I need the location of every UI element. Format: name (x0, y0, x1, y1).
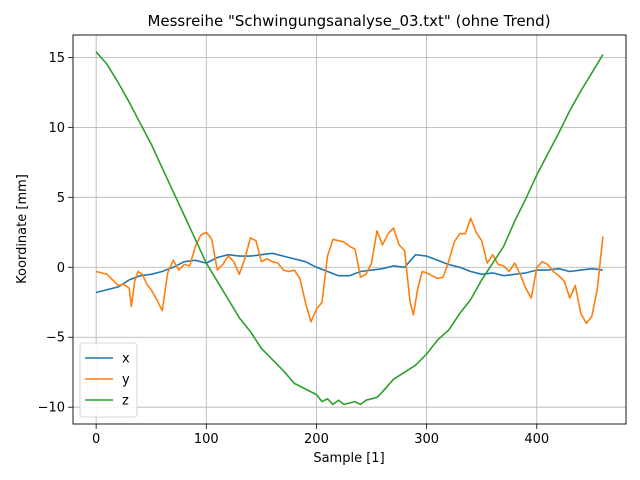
x-tick-label: 300 (414, 432, 439, 447)
plot-frame (72, 34, 627, 425)
x-tick-label: 0 (92, 432, 100, 447)
y-tick-label: 5 (57, 191, 65, 206)
legend-label-y: y (122, 373, 130, 388)
axis-ticks: 0 100 200 300 400 −10 −5 0 5 10 15 (38, 51, 550, 447)
grid (73, 35, 626, 424)
legend-box (79, 342, 138, 418)
y-tick-label: 15 (48, 51, 65, 66)
x-tick-label: 100 (194, 432, 219, 447)
y-tick-label: 0 (57, 261, 65, 276)
x-tick-label: 400 (524, 432, 549, 447)
legend-label-x: x (122, 352, 130, 367)
y-tick-label: 10 (48, 121, 65, 136)
y-axis-label: Koordinate [mm] (15, 174, 30, 284)
legend: xyz (79, 342, 138, 418)
series-line-y (95, 217, 604, 325)
y-tick-label: −10 (38, 401, 65, 416)
series-lines (95, 51, 604, 406)
x-axis-label: Sample [1] (313, 451, 384, 466)
series-line-z (95, 51, 604, 406)
x-tick-label: 200 (304, 432, 329, 447)
chart-title: Messreihe "Schwingungsanalyse_03.txt" (o… (147, 12, 550, 31)
y-tick-label: −5 (46, 331, 65, 346)
legend-label-z: z (122, 394, 129, 409)
